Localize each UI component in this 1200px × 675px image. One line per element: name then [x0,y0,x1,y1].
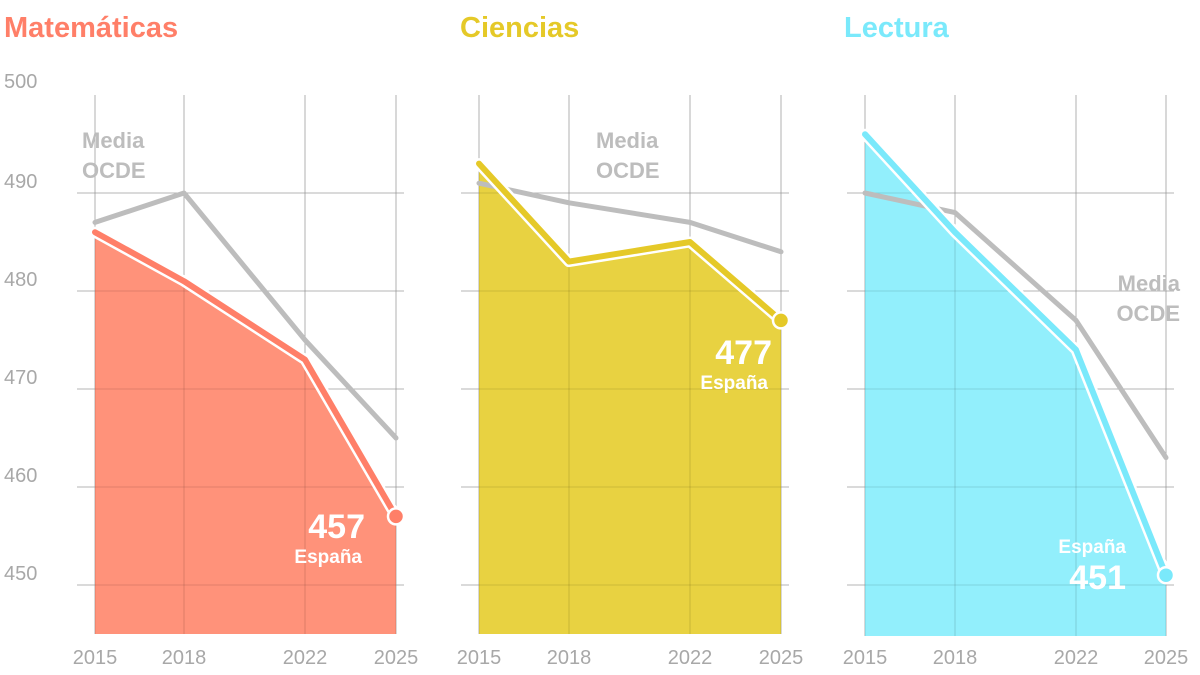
spain-end-point [386,507,406,526]
x-tick-label: 2022 [668,647,713,669]
spain-value-label: 451 [1069,559,1126,597]
ocde-label-line1: Media [82,128,145,153]
x-tick-label: 2025 [759,647,804,669]
x-tick-label: 2018 [547,647,592,669]
panel-lectura: Lectura 2015 2018 2022 2025 Media OCDE 451Españ… [843,12,1189,669]
ocde-line [92,190,399,441]
spain-area [479,163,781,634]
x-tick-label: 2022 [1054,647,1099,669]
y-tick-label: 490 [4,171,37,193]
x-tick-label: 2018 [933,647,978,669]
panel-title: Ciencias [460,12,579,44]
x-tick-label: 2025 [1144,647,1189,669]
spain-line [476,160,784,324]
panel-ciencias: Ciencias 2015 2018 2022 2025 Media OCDE 477Espa… [457,12,804,669]
ocde-label-line2: OCDE [596,158,660,183]
ocde-label-line2: OCDE [1116,301,1180,326]
spain-line [862,131,1169,579]
y-tick-label: 460 [4,465,37,487]
spain-line [92,229,399,520]
spain-value-label: 477 [715,334,772,372]
y-tick-label: 470 [4,367,37,389]
ocde-label-line2: OCDE [82,158,146,183]
x-tick-label: 2018 [162,647,207,669]
panel-title: Matemáticas [4,12,178,44]
ocde-label-line1: Media [1118,271,1181,296]
y-tick-label: 450 [4,563,37,585]
x-tick-label: 2025 [374,647,419,669]
x-tick-label: 2015 [843,647,888,669]
spain-end-point [1156,565,1176,585]
y-tick-label: 500 [4,71,37,93]
spain-end-point [771,311,791,330]
ocde-line [862,190,1169,461]
ocde-label-line1: Media [596,128,659,153]
panel-matematicas: Matemáticas 450 460 470 480 490 500 2015 2018 202… [4,12,418,669]
x-tick-label: 2015 [73,647,118,669]
spain-value-label: 457 [308,508,365,546]
x-tick-label: 2022 [283,647,328,669]
panel-title: Lectura [844,12,950,44]
spain-series-label: España [294,547,362,568]
spain-area [865,134,1166,636]
spain-series-label: España [700,373,768,394]
x-tick-label: 2015 [457,647,502,669]
spain-series-label: España [1058,537,1126,558]
spain-area [95,232,396,634]
ocde-line [476,180,784,255]
y-tick-label: 480 [4,269,37,291]
